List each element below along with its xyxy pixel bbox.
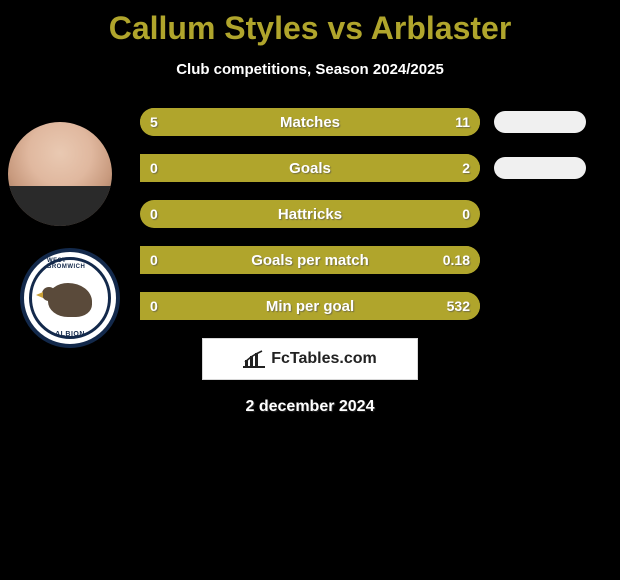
stat-label: Matches — [280, 114, 340, 131]
date: 2 december 2024 — [0, 398, 620, 416]
stat-right-value: 11 — [455, 114, 470, 130]
stat-row: 0 532 Min per goal — [0, 292, 620, 320]
stat-right-value: 532 — [447, 298, 470, 314]
stat-row: 5 11 Matches — [0, 108, 620, 136]
stat-label: Goals per match — [251, 252, 369, 269]
branding-box: FcTables.com — [202, 338, 418, 380]
stat-left-value: 0 — [150, 252, 158, 268]
stat-row: 0 0 Hattricks — [0, 200, 620, 228]
stat-right-value: 0.18 — [443, 252, 470, 268]
stat-bar: 0 532 Min per goal — [140, 292, 480, 320]
stat-left-value: 0 — [150, 160, 158, 176]
stat-label: Goals — [289, 160, 331, 177]
side-pill — [494, 157, 586, 179]
chart-icon — [243, 350, 265, 368]
page-title: Callum Styles vs Arblaster — [0, 0, 620, 47]
badge-text-bottom: ALBION — [55, 331, 85, 338]
stat-right-value: 2 — [462, 160, 470, 176]
stat-label: Hattricks — [278, 206, 342, 223]
subtitle: Club competitions, Season 2024/2025 — [0, 61, 620, 78]
stat-left-value: 0 — [150, 298, 158, 314]
stat-left-value: 0 — [150, 206, 158, 222]
stat-row: 0 2 Goals — [0, 154, 620, 182]
stat-right-value: 0 — [462, 206, 470, 222]
stat-bar: 5 11 Matches — [140, 108, 480, 136]
branding-text: FcTables.com — [271, 350, 377, 368]
stat-bar: 0 0.18 Goals per match — [140, 246, 480, 274]
side-pill — [494, 111, 586, 133]
stat-left-value: 5 — [150, 114, 158, 130]
stat-bar: 0 0 Hattricks — [140, 200, 480, 228]
stats-container: 5 11 Matches 0 2 Goals 0 0 Hattricks 0 0.18 Goals p… — [0, 108, 620, 320]
stat-label: Min per goal — [266, 298, 354, 315]
stat-bar: 0 2 Goals — [140, 154, 480, 182]
stat-row: 0 0.18 Goals per match — [0, 246, 620, 274]
